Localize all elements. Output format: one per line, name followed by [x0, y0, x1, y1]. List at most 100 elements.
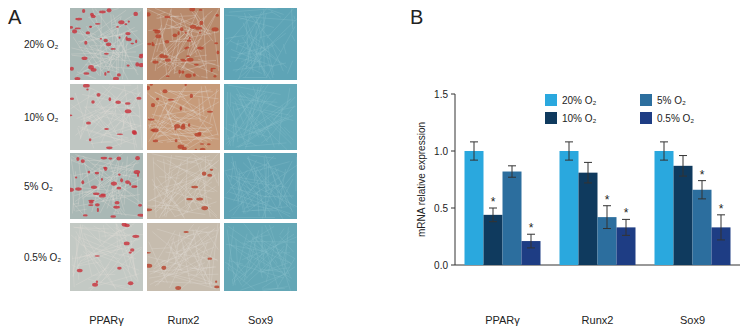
error-bar — [679, 156, 687, 177]
texture — [80, 129, 137, 145]
stain — [75, 27, 81, 29]
texture — [100, 253, 119, 259]
stain — [168, 99, 174, 101]
texture — [180, 229, 214, 255]
stain — [101, 157, 108, 160]
texture — [183, 206, 190, 216]
stain — [124, 241, 130, 245]
texture — [201, 86, 204, 114]
texture — [103, 230, 119, 242]
texture — [253, 46, 263, 65]
stain — [83, 84, 90, 88]
stain — [128, 20, 130, 22]
texture — [85, 88, 137, 119]
texture — [187, 140, 202, 149]
texture — [257, 85, 262, 105]
y-tick-label: 0.0 — [434, 260, 448, 271]
texture — [99, 230, 101, 242]
bar — [484, 215, 503, 265]
texture — [152, 248, 172, 249]
stain — [70, 114, 72, 116]
texture — [278, 249, 284, 257]
texture — [212, 234, 213, 235]
stain — [83, 72, 89, 74]
stain — [201, 206, 208, 210]
texture — [153, 157, 156, 217]
significance: * — [719, 202, 724, 216]
y-axis-label: mRNA relative expression — [416, 122, 427, 237]
texture — [262, 288, 285, 290]
legend-label: 20% O₂ — [562, 95, 597, 106]
panel-label: A — [8, 6, 22, 28]
texture — [108, 155, 124, 211]
texture — [95, 110, 96, 112]
texture — [158, 16, 207, 64]
stain — [207, 143, 211, 145]
stain — [147, 86, 150, 91]
stain — [104, 167, 108, 171]
texture — [218, 172, 219, 185]
stain — [83, 214, 88, 216]
micrograph-texture — [225, 223, 297, 290]
stain — [199, 9, 203, 11]
texture — [105, 223, 123, 239]
texture — [92, 8, 113, 69]
texture — [231, 36, 237, 38]
texture — [197, 243, 208, 275]
texture — [78, 249, 121, 265]
texture — [122, 126, 141, 132]
texture — [85, 157, 119, 178]
texture — [153, 90, 219, 141]
error-bars — [470, 142, 725, 248]
texture — [243, 77, 266, 78]
texture — [99, 165, 100, 195]
texture — [159, 40, 211, 80]
stain — [75, 187, 82, 190]
texture — [231, 217, 275, 218]
texture — [247, 157, 283, 218]
texture — [104, 117, 142, 126]
figure: A20% O₂10% O₂5% O₂0.5% O₂PPARγRunx2Sox9B… — [0, 0, 756, 336]
texture — [113, 245, 120, 251]
stain — [184, 47, 187, 49]
texture — [191, 153, 216, 168]
texture — [71, 174, 74, 211]
stain — [90, 26, 92, 28]
bar — [579, 173, 598, 265]
texture — [171, 10, 172, 41]
texture — [244, 249, 251, 280]
texture — [238, 118, 282, 147]
texture — [182, 41, 200, 68]
texture — [90, 18, 121, 57]
stain — [135, 156, 140, 160]
stain — [182, 123, 186, 126]
legend-swatch — [640, 94, 652, 106]
texture — [258, 268, 289, 272]
stain — [152, 128, 159, 132]
row-label: 0.5% O₂ — [24, 252, 61, 263]
stain — [110, 215, 116, 217]
texture — [187, 176, 202, 213]
texture — [241, 106, 286, 136]
texture — [150, 11, 212, 62]
stain — [147, 12, 151, 16]
stain — [180, 106, 182, 110]
texture — [257, 191, 259, 216]
texture — [225, 262, 248, 278]
stain — [130, 248, 134, 251]
texture — [228, 135, 231, 146]
texture — [260, 240, 291, 264]
texture — [115, 185, 123, 197]
texture — [280, 229, 284, 235]
texture — [247, 94, 276, 107]
texture — [104, 174, 136, 178]
texture — [102, 33, 112, 39]
texture — [266, 26, 295, 78]
micrographs — [67, 7, 297, 291]
texture — [216, 32, 217, 34]
stain — [125, 102, 131, 105]
texture — [185, 158, 187, 205]
stain — [183, 231, 188, 233]
stain — [89, 138, 92, 141]
stain — [95, 172, 99, 175]
